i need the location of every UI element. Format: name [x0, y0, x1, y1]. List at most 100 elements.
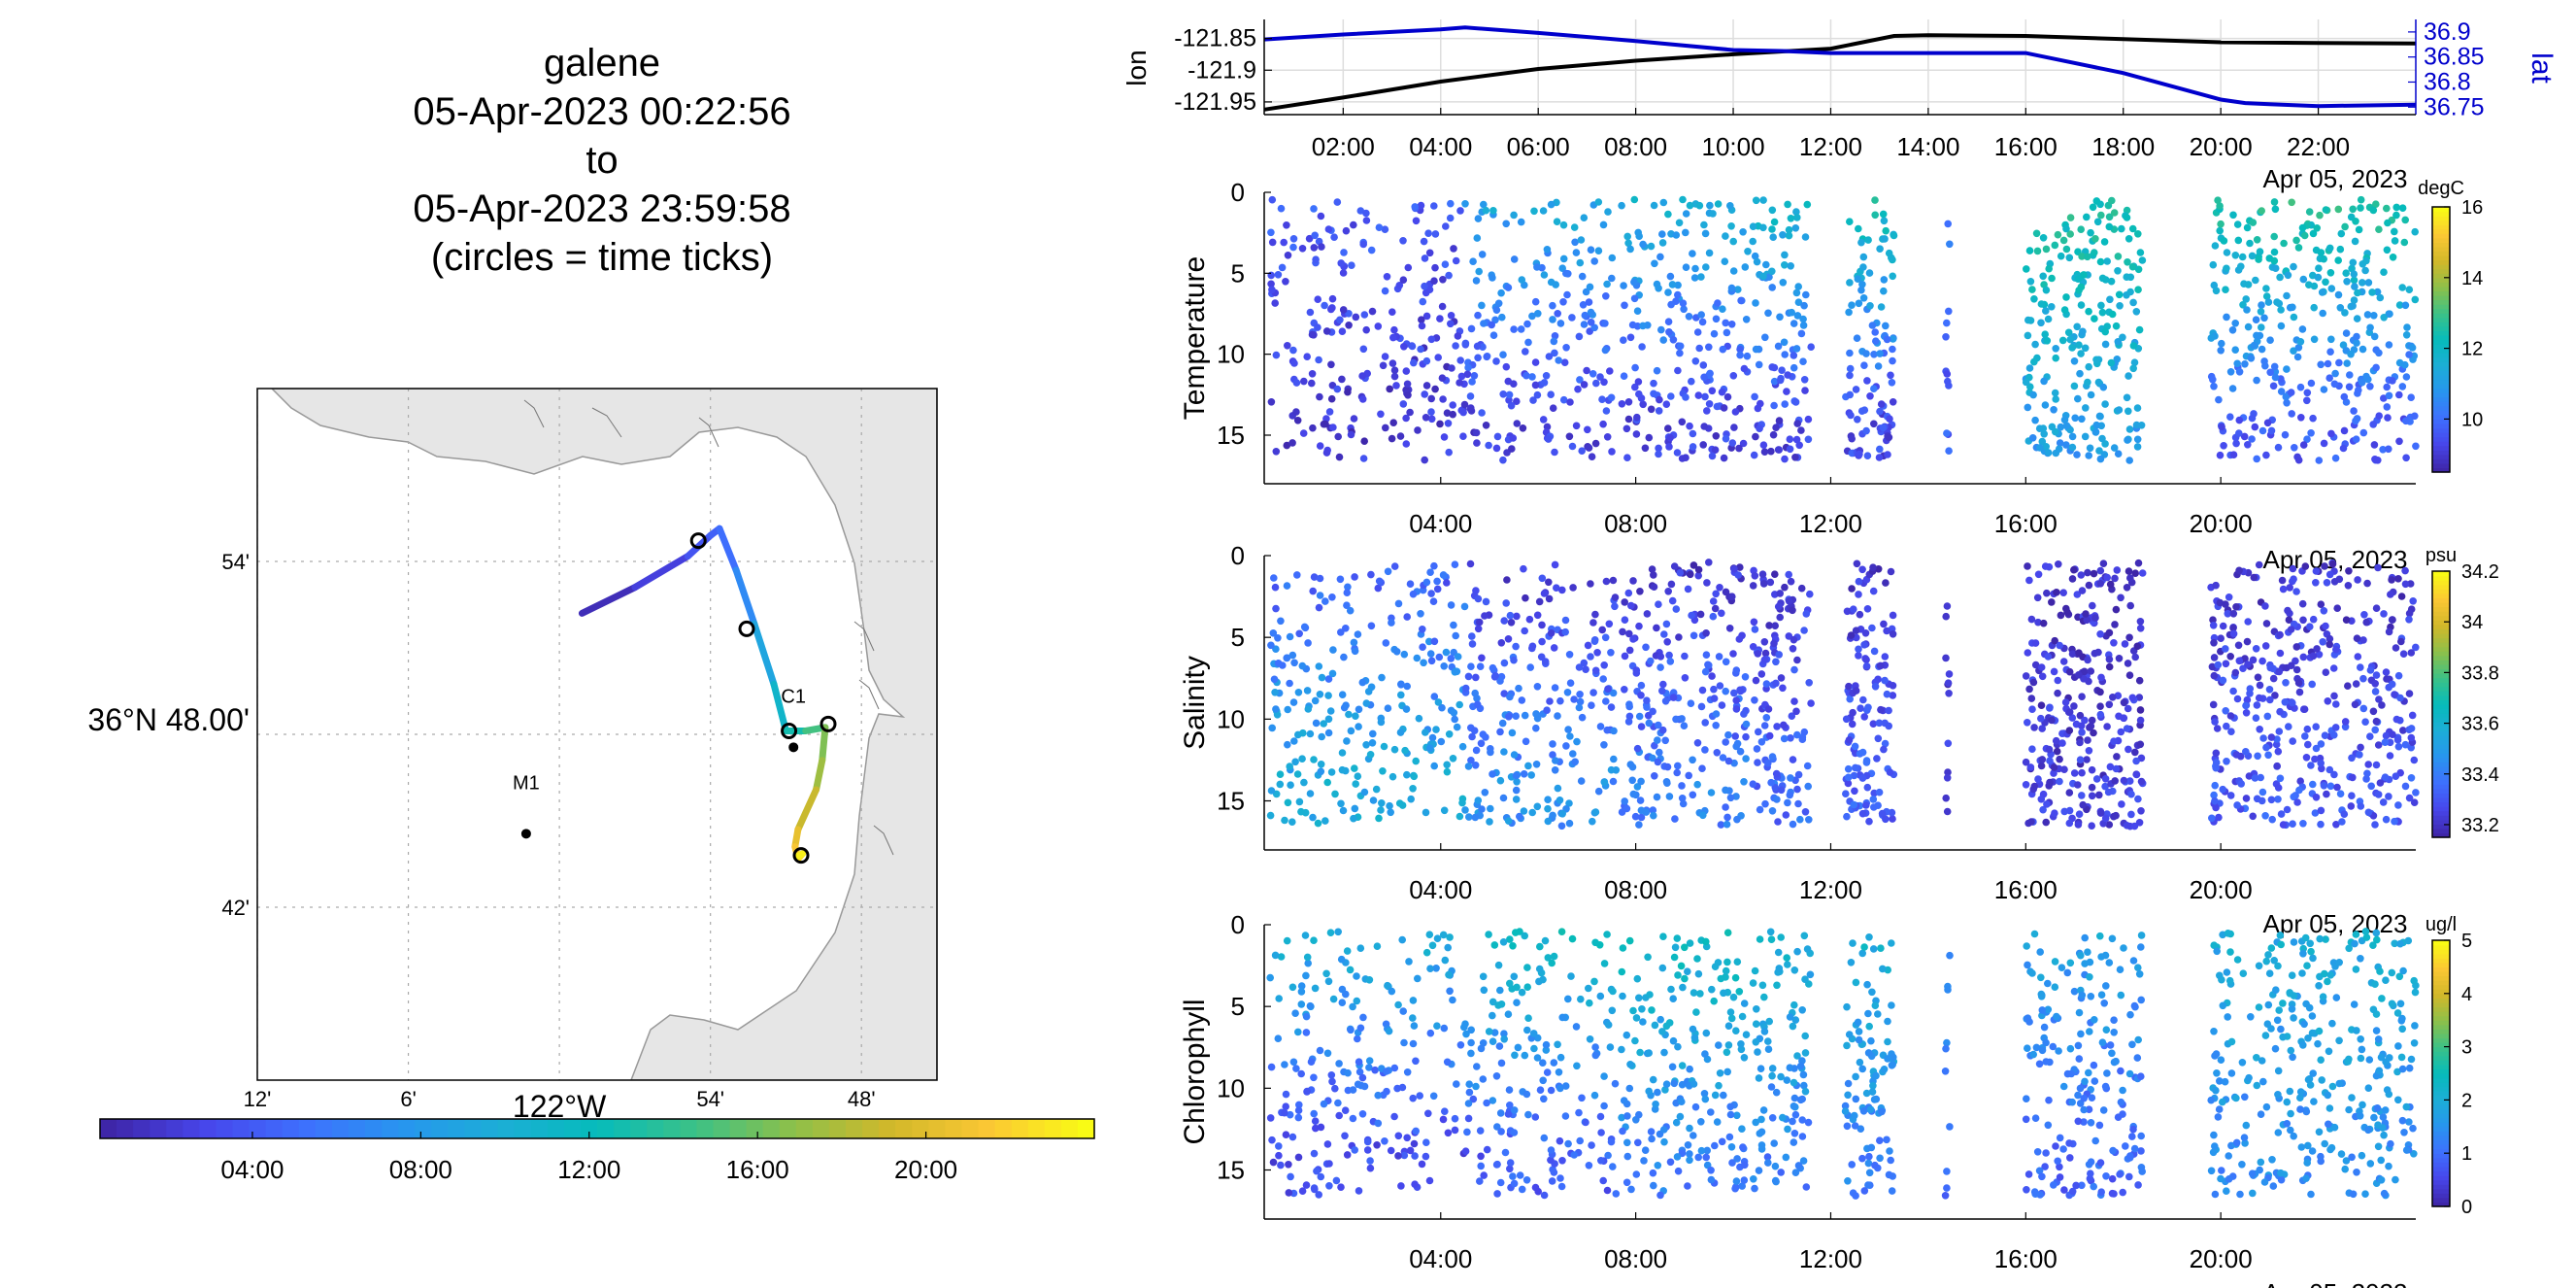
data-point: [1793, 730, 1801, 739]
data-point: [1790, 635, 1798, 644]
data-point: [1858, 1065, 1866, 1073]
data-point: [1679, 983, 1687, 992]
data-point: [1658, 687, 1666, 695]
data-point: [1496, 986, 1504, 995]
data-point: [2278, 576, 2287, 585]
data-point: [1342, 625, 1350, 632]
colorbar-segment: [2432, 620, 2450, 626]
data-point: [2111, 621, 2119, 628]
data-point: [1435, 653, 1444, 661]
data-point: [2359, 704, 2368, 713]
data-point: [1708, 985, 1716, 994]
data-point: [1749, 643, 1757, 651]
data-point: [1395, 282, 1404, 289]
data-point: [2244, 618, 2252, 626]
data-point: [2086, 444, 2094, 453]
data-point: [1512, 786, 1521, 795]
data-point: [2211, 1052, 2219, 1060]
data-point: [2398, 1025, 2406, 1034]
data-point: [1731, 408, 1740, 416]
data-point: [1470, 727, 1479, 734]
data-point: [1605, 620, 1614, 628]
data-point: [1661, 736, 1669, 745]
data-point: [1536, 942, 1544, 951]
data-point: [2318, 288, 2326, 296]
data-point: [1783, 388, 1790, 395]
data-point: [2268, 1156, 2276, 1164]
data-point: [1312, 719, 1321, 728]
data-point: [1842, 790, 1850, 797]
data-point: [1303, 687, 1312, 695]
data-point: [1864, 1009, 1872, 1018]
data-point: [2325, 374, 2333, 383]
data-point: [1787, 215, 1795, 222]
data-point: [1522, 348, 1529, 356]
data-point: [1742, 720, 1751, 729]
data-point: [2389, 616, 2396, 624]
data-point: [1618, 1045, 1625, 1054]
data-point: [2326, 348, 2334, 356]
data-point: [1282, 1131, 1290, 1138]
data-point: [1271, 951, 1280, 960]
data-point: [2214, 661, 2223, 669]
data-point: [2024, 331, 2032, 340]
colorbar-segment: [2432, 1073, 2450, 1079]
data-point: [1591, 808, 1600, 816]
data-point: [2110, 444, 2119, 452]
data-point: [1785, 231, 1793, 240]
data-point: [1368, 739, 1377, 747]
data-point: [1394, 1132, 1403, 1140]
colorbar-segment: [2432, 1197, 2450, 1203]
data-point: [2273, 1016, 2282, 1025]
data-point: [1764, 309, 1772, 318]
data-point: [2046, 704, 2054, 712]
data-point: [1629, 790, 1638, 798]
data-point: [2229, 629, 2238, 638]
data-point: [1880, 276, 1889, 284]
data-point: [1686, 201, 1694, 210]
data-point: [1316, 442, 1324, 450]
colorbar-tick-label: 1: [2461, 1143, 2472, 1165]
data-point: [2059, 589, 2067, 596]
data-point: [1624, 415, 1633, 424]
data-point: [1571, 238, 1579, 247]
data-point: [1416, 1092, 1423, 1100]
colorbar-segment: [2432, 1077, 2450, 1083]
data-point: [2325, 1104, 2334, 1112]
data-point: [2342, 1157, 2351, 1165]
data-point: [1648, 1006, 1656, 1014]
data-point: [1844, 1079, 1853, 1088]
colorbar-segment: [2432, 1193, 2450, 1199]
data-point: [1572, 1023, 1581, 1031]
data-point: [1660, 1048, 1668, 1057]
colorbar-segment: [2432, 1060, 2450, 1066]
colorbar-segment: [2432, 642, 2450, 648]
colorbar-segment: [481, 1119, 499, 1138]
pos-x-tick-label: 06:00: [1507, 132, 1570, 161]
data-point: [1845, 736, 1854, 744]
data-point: [1729, 267, 1738, 275]
data-point: [2228, 385, 2237, 392]
data-point: [2134, 230, 2142, 238]
data-point: [1801, 1087, 1810, 1096]
data-point: [1362, 325, 1370, 334]
data-point: [2328, 1082, 2337, 1091]
data-point: [1770, 639, 1778, 648]
data-point: [1756, 1065, 1765, 1072]
data-point: [1599, 420, 1607, 428]
data-point: [1671, 815, 1679, 823]
colorbar-segment: [2432, 686, 2450, 692]
data-point: [1318, 673, 1326, 682]
data-point: [1711, 963, 1720, 970]
panel-y-tick-label: 10: [1217, 340, 1245, 369]
data-point: [1880, 217, 1889, 225]
data-point: [1317, 767, 1325, 776]
data-point: [2108, 1049, 2116, 1058]
data-point: [1590, 637, 1599, 645]
data-point: [2034, 570, 2043, 579]
data-point: [2091, 428, 2100, 436]
data-point: [1590, 1091, 1599, 1100]
data-point: [2342, 616, 2351, 624]
data-point: [1768, 1065, 1777, 1072]
data-point: [1674, 281, 1682, 289]
